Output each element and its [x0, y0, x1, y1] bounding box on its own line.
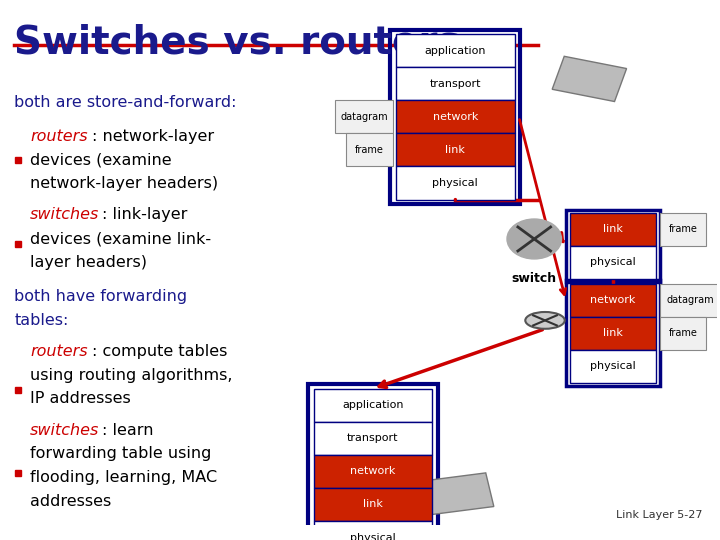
Text: : network-layer: : network-layer: [91, 129, 214, 144]
Text: link: link: [363, 500, 383, 509]
Text: frame: frame: [669, 328, 698, 338]
Bar: [314, 488, 432, 521]
Text: switch: switch: [512, 272, 557, 285]
Bar: [336, 100, 392, 133]
Text: network-layer headers): network-layer headers): [30, 176, 218, 191]
Text: routers: routers: [30, 344, 88, 359]
Text: network: network: [350, 467, 395, 476]
Bar: [390, 30, 521, 204]
Text: network: network: [590, 295, 636, 305]
Text: frame: frame: [355, 145, 384, 155]
Text: IP addresses: IP addresses: [30, 392, 131, 406]
Bar: [308, 384, 438, 540]
Bar: [570, 350, 656, 383]
Bar: [566, 210, 660, 282]
Text: datagram: datagram: [667, 295, 714, 305]
Text: link: link: [603, 328, 623, 338]
Text: addresses: addresses: [30, 494, 112, 509]
Bar: [396, 100, 515, 133]
Bar: [660, 284, 720, 317]
Text: : link-layer: : link-layer: [102, 207, 187, 222]
Text: link: link: [603, 224, 623, 234]
Bar: [552, 56, 626, 102]
Bar: [570, 284, 656, 317]
Text: Switches vs. routers: Switches vs. routers: [14, 24, 461, 62]
Text: physical: physical: [433, 178, 478, 188]
Bar: [396, 67, 515, 100]
Bar: [570, 213, 656, 246]
Bar: [314, 422, 432, 455]
Text: transport: transport: [347, 433, 399, 443]
Bar: [570, 317, 656, 350]
Text: frame: frame: [669, 224, 698, 234]
Text: Link Layer 5-27: Link Layer 5-27: [616, 510, 703, 520]
Text: devices (examine link-: devices (examine link-: [30, 231, 211, 246]
Text: application: application: [342, 400, 404, 410]
Text: physical: physical: [590, 361, 636, 372]
Text: physical: physical: [350, 532, 396, 540]
Text: forwarding table using: forwarding table using: [30, 447, 212, 462]
Text: layer headers): layer headers): [30, 255, 147, 270]
Bar: [396, 133, 515, 166]
Text: both are store-and-forward:: both are store-and-forward:: [14, 94, 237, 110]
Bar: [346, 133, 392, 166]
Text: switches: switches: [30, 207, 99, 222]
Text: link: link: [446, 145, 465, 155]
Bar: [660, 317, 706, 350]
Text: devices (examine: devices (examine: [30, 152, 172, 167]
Circle shape: [507, 219, 562, 259]
Text: network: network: [433, 112, 478, 122]
Text: : learn: : learn: [102, 423, 153, 438]
Bar: [396, 34, 515, 67]
Text: application: application: [425, 46, 486, 56]
Bar: [422, 473, 494, 515]
Text: both have forwarding: both have forwarding: [14, 289, 187, 304]
Bar: [570, 246, 656, 279]
Text: tables:: tables:: [14, 313, 68, 328]
Bar: [566, 280, 660, 386]
Ellipse shape: [526, 312, 564, 329]
Text: : compute tables: : compute tables: [91, 344, 228, 359]
Text: physical: physical: [590, 258, 636, 267]
Text: transport: transport: [430, 79, 481, 89]
Bar: [314, 455, 432, 488]
Bar: [314, 389, 432, 422]
Bar: [396, 166, 515, 200]
Bar: [314, 521, 432, 540]
Text: flooding, learning, MAC: flooding, learning, MAC: [30, 470, 217, 485]
Bar: [660, 213, 706, 246]
Text: using routing algorithms,: using routing algorithms,: [30, 368, 233, 383]
Text: routers: routers: [30, 129, 88, 144]
Text: datagram: datagram: [340, 112, 388, 122]
Text: switches: switches: [30, 423, 99, 438]
